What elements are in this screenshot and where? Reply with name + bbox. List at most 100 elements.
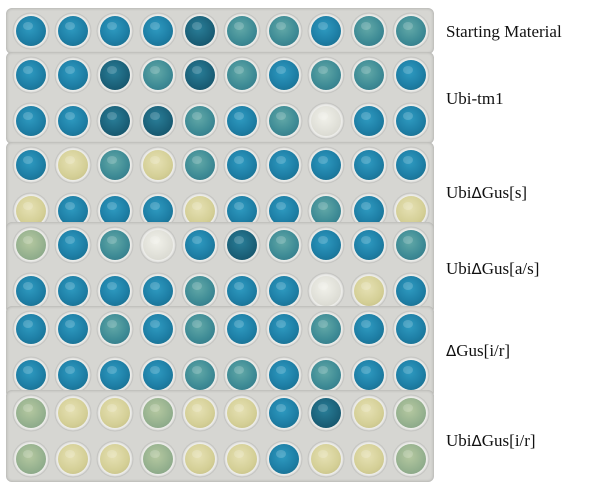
- culture-well: [181, 227, 218, 263]
- stained-tissue: [269, 444, 300, 474]
- culture-well: [392, 103, 429, 139]
- stained-tissue: [142, 106, 173, 136]
- culture-well: [13, 311, 49, 347]
- stained-tissue: [269, 230, 300, 260]
- stained-tissue: [395, 398, 426, 428]
- stained-tissue: [142, 60, 173, 90]
- stained-tissue: [311, 230, 342, 260]
- delta-symbol: Δ: [471, 432, 482, 450]
- stained-tissue: [58, 196, 89, 226]
- culture-well: [350, 441, 387, 477]
- culture-well: [55, 357, 92, 393]
- culture-well: [55, 57, 92, 93]
- culture-well: [181, 273, 218, 309]
- stained-tissue: [100, 360, 131, 390]
- culture-well: [97, 227, 134, 263]
- stained-tissue: [100, 196, 131, 226]
- culture-well: [139, 103, 176, 139]
- culture-well: [224, 311, 260, 347]
- plate-strip: [6, 142, 434, 234]
- culture-well: [266, 357, 303, 393]
- stained-tissue: [311, 276, 342, 306]
- label-ubi-dgus-ir-suffix: Gus[i/r]: [481, 431, 536, 450]
- stained-tissue: [353, 196, 384, 226]
- culture-well: [97, 57, 134, 93]
- stained-tissue: [184, 230, 215, 260]
- culture-well: [55, 147, 92, 183]
- plate-strip: [6, 306, 434, 398]
- culture-well: [350, 13, 387, 49]
- stained-tissue: [58, 314, 89, 344]
- culture-well: [181, 103, 218, 139]
- stained-tissue: [58, 230, 89, 260]
- culture-well: [308, 357, 345, 393]
- culture-well: [266, 227, 303, 263]
- culture-well: [55, 227, 92, 263]
- culture-well: [181, 13, 218, 49]
- culture-well: [13, 227, 49, 263]
- stained-tissue: [311, 398, 342, 428]
- stained-tissue: [353, 444, 384, 474]
- label-dgus-ir: ΔGus[i/r]: [446, 341, 510, 361]
- culture-well: [97, 147, 134, 183]
- stained-tissue: [100, 276, 131, 306]
- label-ubi-dgus-ir-prefix: Ubi: [446, 431, 472, 450]
- stained-tissue: [227, 444, 257, 474]
- culture-well: [13, 13, 49, 49]
- culture-well: [224, 147, 260, 183]
- stained-tissue: [142, 360, 173, 390]
- culture-well: [392, 357, 429, 393]
- stained-tissue: [100, 398, 131, 428]
- stained-tissue: [100, 230, 131, 260]
- stained-tissue: [395, 60, 426, 90]
- stained-tissue: [142, 314, 173, 344]
- stained-tissue: [184, 398, 215, 428]
- delta-symbol: Δ: [446, 342, 457, 360]
- culture-well: [139, 147, 176, 183]
- culture-well: [13, 147, 49, 183]
- stained-tissue: [395, 444, 426, 474]
- stained-tissue: [353, 360, 384, 390]
- stained-tissue: [311, 16, 342, 46]
- stained-tissue: [395, 360, 426, 390]
- stained-tissue: [184, 16, 215, 46]
- culture-well: [97, 395, 134, 431]
- culture-well: [224, 357, 260, 393]
- stained-tissue: [311, 314, 342, 344]
- stained-tissue: [58, 360, 89, 390]
- culture-well: [392, 147, 429, 183]
- culture-well: [181, 57, 218, 93]
- culture-well: [13, 395, 49, 431]
- culture-well: [308, 273, 345, 309]
- stained-tissue: [311, 360, 342, 390]
- stained-tissue: [142, 444, 173, 474]
- stained-tissue: [353, 16, 384, 46]
- label-ubi-tm1: Ubi-tm1: [446, 89, 504, 108]
- stained-tissue: [311, 196, 342, 226]
- culture-well: [350, 147, 387, 183]
- culture-well: [266, 57, 303, 93]
- culture-well: [224, 227, 260, 263]
- stained-tissue: [227, 106, 257, 136]
- culture-well: [308, 57, 345, 93]
- stained-tissue: [227, 314, 257, 344]
- culture-well: [97, 311, 134, 347]
- stained-tissue: [58, 106, 89, 136]
- culture-well: [13, 441, 49, 477]
- stained-tissue: [58, 276, 89, 306]
- culture-well: [55, 311, 92, 347]
- culture-well: [266, 273, 303, 309]
- culture-well: [266, 395, 303, 431]
- culture-well: [266, 103, 303, 139]
- label-dgus-ir-suffix: Gus[i/r]: [456, 341, 511, 360]
- stained-tissue: [16, 276, 46, 306]
- stained-tissue: [395, 276, 426, 306]
- culture-well: [224, 13, 260, 49]
- label-ubi-dgus-s: UbiΔGus[s]: [446, 183, 527, 203]
- stained-tissue: [353, 106, 384, 136]
- stained-tissue: [16, 230, 46, 260]
- stained-tissue: [353, 150, 384, 180]
- stained-tissue: [395, 16, 426, 46]
- stained-tissue: [16, 150, 46, 180]
- culture-well: [350, 395, 387, 431]
